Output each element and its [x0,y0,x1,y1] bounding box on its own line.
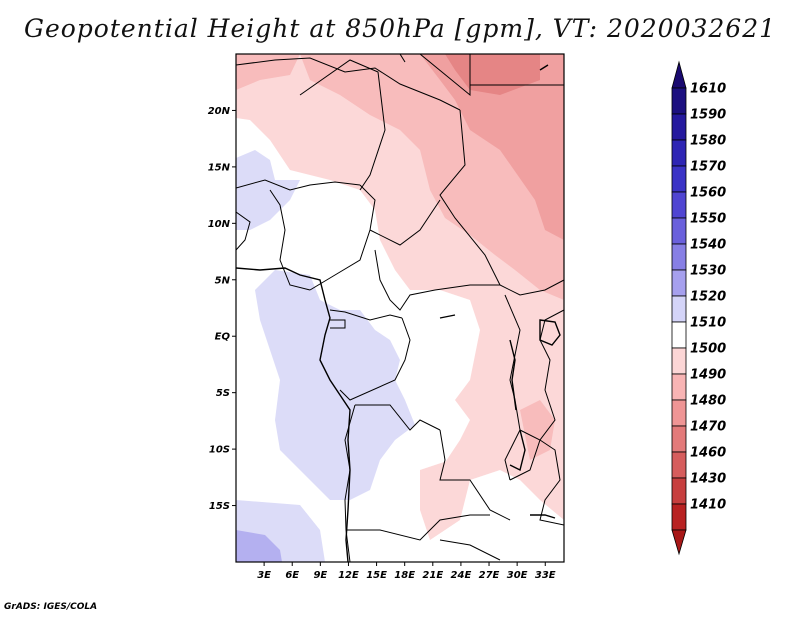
colorbar-label: 1410 [690,498,726,513]
colorbar-label: 1570 [690,160,726,175]
border-line [299,59,386,191]
colorbar-swatch [671,321,687,349]
coastline-and-lakes [236,64,561,562]
colorbar-swatch [671,217,687,245]
colorbar-swatch [671,87,687,115]
lon-tick-label: 27E [479,570,500,581]
colorbar-swatch [671,191,687,219]
border-line [519,429,564,526]
colorbar-swatch [671,165,687,193]
lon-tick-label: 21E [422,570,443,581]
lat-tick-label: EQ [215,332,231,343]
lon-tick-label: 6E [285,570,299,581]
lat-tick-label: 5S [216,388,230,399]
border-line [439,109,564,296]
colorbar-swatch [671,503,687,531]
colorbar-swatch [671,451,687,479]
border-line [399,54,406,63]
border-line [374,249,500,311]
colorbar-swatch [671,113,687,141]
lat-tick-label: 15N [208,162,231,173]
chart-title: Geopotential Height at 850hPa [gpm], VT:… [23,14,777,43]
colorbar-label: 1540 [690,238,726,253]
colorbar-swatch [671,347,687,375]
map-frame [235,53,565,563]
colorbar-label: 1560 [690,186,726,201]
lake-outline [539,64,549,71]
colorbar-label: 1500 [690,342,726,357]
border-line [355,404,441,431]
lon-tick-label: 30E [507,570,528,581]
colorbar-bottom-arrow [671,529,687,556]
border-line [439,539,501,561]
lon-tick-label: 9E [313,570,327,581]
colorbar-label: 1430 [690,472,726,487]
lake-outline [530,514,556,519]
field-1490-region-east [520,400,555,460]
field-1480-region [420,54,564,240]
border-line [419,54,471,97]
lake-outline [509,339,517,411]
colorbar: 1610 1590 1580 1570 1560 1550 1540 1530 1520 1510… [671,60,726,556]
footer-credit: GrADS: IGES/COLA [4,602,98,612]
colorbar-label: 1460 [690,446,726,461]
lon-tick-label: 18E [394,570,415,581]
border-line [236,57,461,111]
field-1530-region [236,530,282,562]
lake-outline [539,319,561,346]
border-line [309,184,376,291]
colorbar-label: 1580 [690,134,726,149]
longitude-axis: 3E 6E 9E 12E 15E 18E 21E 24E 27E 30E 33E [257,562,556,581]
colorbar-swatch [671,295,687,323]
lat-tick-label: 15S [209,501,230,512]
lon-tick-label: 12E [338,570,359,581]
border-line [236,211,251,251]
colorbar-swatch [671,243,687,271]
lake-outline [509,429,526,472]
height-field [236,54,564,562]
colorbar-swatch [671,477,687,505]
lon-tick-label: 24E [451,570,472,581]
border-line [329,309,403,321]
colorbar-label: 1590 [690,108,726,123]
colorbar-swatch [671,373,687,401]
colorbar-swatch [671,269,687,297]
border-line [439,429,511,521]
latitude-axis: 20N 15N 10N 5N EQ 5S 10S 15S [208,106,236,512]
lake-outline [439,314,456,319]
border-line [236,179,361,191]
colorbar-label: 1550 [690,212,726,227]
field-1520-region-west [236,150,300,230]
colorbar-label: 1470 [690,420,726,435]
colorbar-swatch [671,399,687,427]
lon-tick-label: 33E [535,570,556,581]
coastline [236,267,351,562]
lon-tick-label: 3E [257,570,271,581]
lon-tick-label: 15E [366,570,387,581]
colorbar-label: 1610 [690,82,726,97]
colorbar-label: 1480 [690,394,726,409]
colorbar-top-arrow [671,60,687,89]
colorbar-label: 1530 [690,264,726,279]
lat-tick-label: 5N [215,275,231,286]
border-line [339,317,411,401]
border-line [346,514,490,541]
colorbar-label: 1520 [690,290,726,305]
lat-tick-label: 20N [208,106,231,117]
border-line [269,189,311,291]
lat-tick-label: 10N [208,219,231,230]
colorbar-label: 1510 [690,316,726,331]
colorbar-label: 1490 [690,368,726,383]
border-line [330,319,346,329]
border-line [509,309,564,481]
border-line [369,199,441,246]
field-1520-region-south [255,270,415,500]
lat-tick-label: 10S [209,445,230,456]
colorbar-swatch [671,139,687,167]
colorbar-swatch [671,425,687,453]
